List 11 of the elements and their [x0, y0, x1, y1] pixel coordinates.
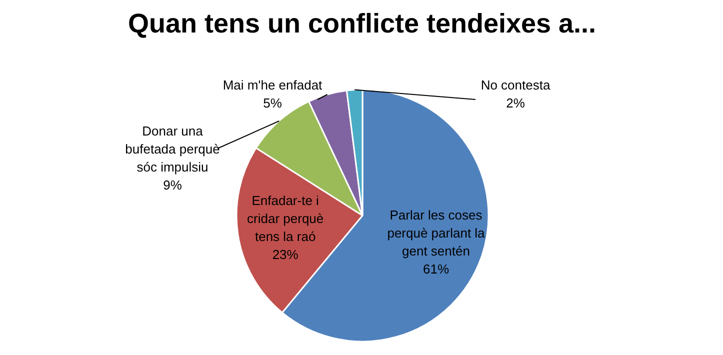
slice-label: No contesta — [480, 78, 551, 92]
slice-label: Parlar les coses perquè parlant la gent sentén — [387, 207, 486, 258]
data-label: 9% — [163, 178, 182, 192]
slice-label: Mai m'he enfadat — [222, 78, 323, 92]
slice-label: Enfadar-te i cridar perquè tens la raó — [247, 193, 324, 244]
data-label: 2% — [506, 96, 526, 110]
data-label: 61% — [422, 261, 450, 276]
chart-title: Quan tens un conflicte tendeixes a... — [128, 8, 596, 38]
data-label: 23% — [272, 247, 299, 262]
slice-label: Donar una bufetada perquè sóc impulsiu — [125, 124, 220, 174]
data-label: 5% — [263, 96, 282, 110]
